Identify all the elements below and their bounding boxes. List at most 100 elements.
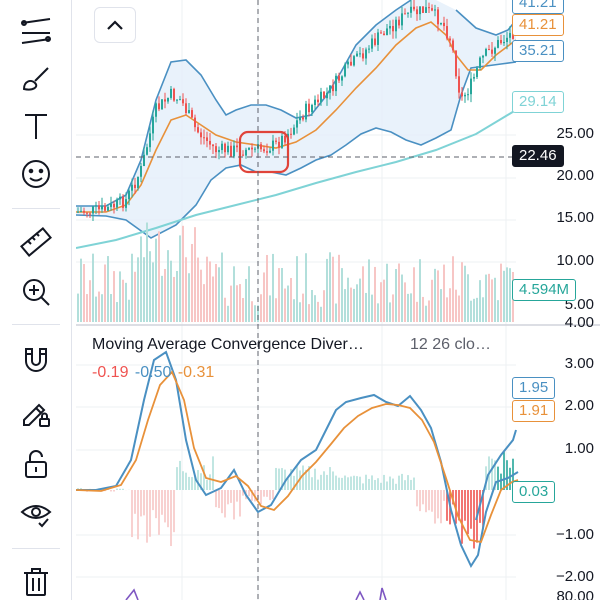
volume-bar xyxy=(185,257,187,322)
candle-body xyxy=(77,211,79,213)
eye-icon[interactable] xyxy=(14,492,58,536)
volume-bar xyxy=(251,301,253,322)
macd-histogram-bar xyxy=(266,490,268,497)
macd-histogram-bar xyxy=(134,490,136,514)
candle-body xyxy=(251,147,253,150)
macd-histogram-bar xyxy=(491,458,493,490)
macd-histogram-bar xyxy=(365,474,367,490)
trash-icon[interactable] xyxy=(14,560,58,600)
crosshair[interactable] xyxy=(76,0,512,600)
macd-indicator-params[interactable]: 12 26 clo… xyxy=(410,336,491,353)
macd-histogram-bar xyxy=(215,490,217,508)
close-price-badge: 41.21 xyxy=(512,14,564,36)
macd-histogram-bar xyxy=(137,490,139,540)
emoji-icon[interactable] xyxy=(14,152,58,196)
candle-body xyxy=(89,213,91,215)
macd-histogram-bar xyxy=(248,490,250,497)
volume-bar xyxy=(161,275,163,322)
candle-body xyxy=(383,33,385,36)
candle-body xyxy=(221,143,223,151)
volume-bar xyxy=(443,264,445,322)
candle-body xyxy=(491,49,493,54)
candle-body xyxy=(449,38,451,41)
volume-bar xyxy=(128,299,130,322)
trend-line-tools-icon[interactable] xyxy=(14,8,58,52)
chart-area[interactable] xyxy=(76,0,600,600)
candle-body xyxy=(506,37,508,42)
macd-histogram-bar xyxy=(446,490,448,521)
volume-bar xyxy=(95,296,97,322)
candle-body xyxy=(347,61,349,65)
macd-histogram xyxy=(77,451,514,549)
candle-body xyxy=(260,144,262,150)
chart-canvas[interactable] xyxy=(76,0,600,600)
candle-body xyxy=(80,210,82,212)
candle-body xyxy=(311,104,313,113)
volume-bar xyxy=(482,297,484,322)
candle-body xyxy=(419,6,421,15)
lock-drawing-pencil-icon[interactable] xyxy=(14,390,58,434)
volume-bar xyxy=(470,300,472,322)
candle-body xyxy=(116,199,118,208)
volume-bar xyxy=(284,288,286,322)
volume-bar xyxy=(125,282,127,322)
volume-bar xyxy=(413,267,415,322)
macd-histogram-bar xyxy=(194,475,196,490)
candle-body xyxy=(401,13,403,26)
candle-body xyxy=(353,56,355,66)
brush-icon[interactable] xyxy=(14,56,58,100)
macd-histogram-bar xyxy=(218,490,220,509)
zoom-in-icon[interactable] xyxy=(14,270,58,314)
candle-body xyxy=(104,205,106,211)
collapse-button[interactable] xyxy=(94,7,136,43)
macd-histogram-bar xyxy=(164,490,166,523)
macd-histogram-bar xyxy=(368,478,370,490)
volume-bar xyxy=(281,268,283,322)
candle-body xyxy=(110,203,112,207)
volume-bar xyxy=(485,274,487,322)
macd-histogram-bar xyxy=(206,479,208,490)
volume-bar xyxy=(416,301,418,322)
magnet-icon[interactable] xyxy=(14,338,58,382)
candle-body xyxy=(359,53,361,55)
candle-body xyxy=(323,91,325,99)
macd-histogram-bar xyxy=(338,477,340,490)
macd-indicator-title[interactable]: Moving Average Convergence Diver… xyxy=(92,336,364,353)
volume-bar xyxy=(503,270,505,322)
candle-body xyxy=(182,99,184,104)
macd-tick-neg2: −2.00 xyxy=(556,568,594,585)
toolbar-divider xyxy=(12,324,60,325)
price-tick-10: 10.00 xyxy=(556,252,594,269)
candle-body xyxy=(227,145,229,153)
candle-body xyxy=(404,13,406,15)
macd-histogram-bar xyxy=(434,490,436,524)
macd-histogram-bar xyxy=(482,490,484,530)
ruler-icon[interactable] xyxy=(14,220,58,264)
candle-body xyxy=(167,97,169,102)
volume-bar xyxy=(461,262,463,322)
text-icon[interactable] xyxy=(14,104,58,148)
candle-body xyxy=(410,6,412,13)
candle-body xyxy=(317,99,319,103)
candle-body xyxy=(362,53,364,59)
volume-bar xyxy=(368,259,370,322)
candle-body xyxy=(140,166,142,177)
macd-histogram-bar xyxy=(413,477,415,490)
macd-histogram-bar xyxy=(260,490,262,505)
volume-bar xyxy=(206,256,208,322)
lock-icon[interactable] xyxy=(14,442,58,486)
candle-body xyxy=(305,103,307,120)
volume-bar xyxy=(134,271,136,322)
highlight-circle-annotation[interactable] xyxy=(238,130,290,174)
macd-histogram-bar xyxy=(458,490,460,521)
volume-bar xyxy=(347,277,349,322)
volume-bar xyxy=(350,287,352,322)
candle-body xyxy=(233,145,235,157)
candle-body xyxy=(326,92,328,99)
bollinger-upper-line xyxy=(76,0,412,207)
volume-bar xyxy=(290,278,292,322)
volume-bar xyxy=(392,294,394,322)
rsi-tick-80: 80.00 xyxy=(556,588,594,600)
slow-ma-badge: 29.14 xyxy=(512,91,564,113)
macd-histogram-bar xyxy=(359,476,361,490)
